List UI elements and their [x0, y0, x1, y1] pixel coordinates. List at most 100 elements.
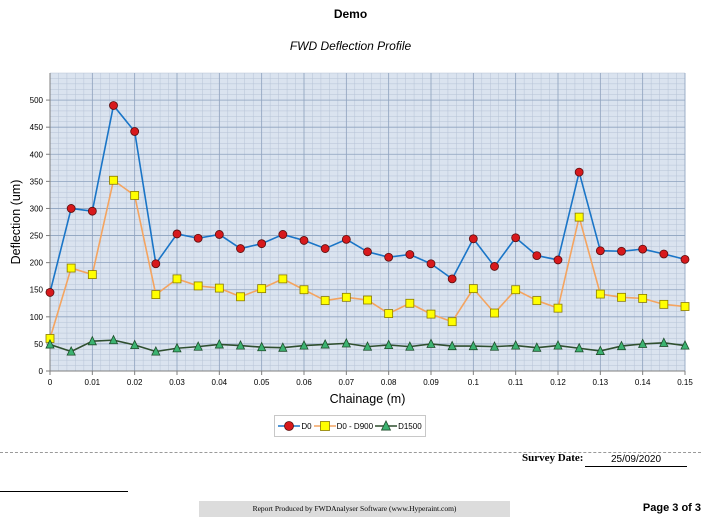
data-point-d0	[680, 254, 690, 264]
data-point-d0-d900	[236, 292, 245, 302]
y-tick-label: 150	[30, 286, 44, 295]
x-tick-label: 0.08	[381, 378, 397, 387]
data-point-d1500	[489, 341, 500, 351]
data-point-d0	[172, 229, 182, 239]
data-point-d1500	[680, 340, 690, 350]
data-point-d0	[45, 288, 55, 297]
data-point-d1500	[151, 345, 161, 356]
data-point-d1500	[426, 338, 436, 348]
data-point-d0-d900	[426, 309, 436, 319]
data-point-d0-d900	[278, 274, 288, 284]
data-point-d0	[574, 167, 584, 177]
data-point-d0-d900	[172, 274, 182, 284]
legend-marker	[319, 421, 330, 431]
data-point-d0-d900	[617, 292, 626, 302]
data-point-d0-d900	[384, 309, 394, 318]
data-point-d0	[426, 259, 436, 269]
major-grid	[49, 73, 686, 372]
data-point-d0	[595, 246, 605, 256]
data-point-d1500	[87, 335, 97, 346]
data-point-d1500	[574, 342, 584, 353]
y-tick-label: 250	[30, 232, 44, 241]
data-point-d0	[320, 244, 330, 253]
data-point-d1500	[384, 339, 394, 349]
report-produced-by: Report Produced by FWDAnalyser Software …	[199, 501, 510, 517]
legend-label: D0 - D900	[336, 421, 374, 431]
data-point-d0	[109, 101, 118, 110]
data-point-d0	[257, 239, 267, 249]
data-point-d0	[511, 233, 521, 243]
x-tick-label: 0.05	[254, 378, 270, 387]
x-tick-label: 0.13	[593, 378, 609, 387]
data-point-d0	[468, 234, 478, 244]
data-point-d1500	[638, 338, 648, 348]
x-tick-label: 0.03	[169, 378, 185, 387]
x-tick-label: 0	[48, 378, 53, 387]
data-point-d1500	[278, 342, 288, 352]
data-point-d0	[130, 127, 140, 136]
data-point-d0	[299, 236, 309, 245]
data-point-d0-d900	[214, 283, 224, 293]
data-point-d0-d900	[151, 290, 161, 300]
survey-date-label: Survey Date:	[522, 452, 584, 464]
data-point-d1500	[45, 338, 55, 349]
y-tick-label: 350	[30, 177, 44, 186]
data-point-d0-d900	[87, 270, 97, 279]
x-tick-label: 0.15	[677, 378, 693, 387]
data-point-d0	[638, 244, 648, 254]
data-point-d0-d900	[66, 263, 76, 273]
data-point-d1500	[468, 340, 478, 351]
data-point-d1500	[405, 341, 415, 351]
series-markers-d1500	[45, 334, 690, 356]
axis-ticks: 0 0.01 0.02 0.03 0.04 0.05 0.06 0.07 0.08 0.09 0.1…	[30, 96, 694, 387]
data-point-d0	[447, 274, 457, 284]
y-tick-label: 50	[34, 340, 43, 349]
data-point-d1500	[659, 337, 669, 347]
data-point-d1500	[130, 339, 140, 349]
data-point-d1500	[214, 338, 224, 349]
page-number: Page 3 of 3	[642, 502, 701, 514]
data-point-d0	[193, 233, 203, 243]
data-point-d1500	[532, 342, 542, 352]
x-tick-label: 0.07	[339, 378, 355, 387]
data-point-d0	[659, 249, 669, 259]
data-point-d1500	[362, 341, 373, 351]
data-point-d0	[553, 255, 563, 265]
data-point-d0	[341, 234, 351, 244]
data-point-d1500	[193, 341, 203, 351]
data-point-d0-d900	[109, 175, 118, 185]
data-point-d0-d900	[490, 308, 499, 318]
data-point-d0	[363, 247, 372, 257]
data-point-d0	[214, 230, 224, 239]
data-point-d0-d900	[659, 299, 669, 309]
data-point-d0	[66, 204, 76, 213]
separator-line	[0, 452, 701, 453]
data-point-d0-d900	[447, 317, 457, 327]
y-tick-label: 200	[30, 259, 44, 268]
data-point-d0-d900	[638, 293, 648, 303]
data-point-d0-d900	[130, 191, 140, 200]
x-tick-label: 0.14	[635, 378, 651, 387]
legend-swatch-d0	[278, 421, 301, 431]
data-point-d1500	[66, 345, 76, 356]
legend-item-d0-d900: D0 - D900	[313, 420, 374, 432]
plot-area	[50, 73, 685, 371]
data-point-d1500	[595, 345, 605, 355]
data-point-d1500	[257, 341, 267, 352]
x-tick-label: 0.02	[127, 378, 143, 387]
data-point-d1500	[616, 340, 627, 351]
legend-item-d1500: D1500	[375, 420, 422, 432]
data-point-d0-d900	[680, 302, 690, 311]
x-tick-label: 0.1	[468, 378, 480, 387]
data-point-d1500	[108, 334, 119, 345]
data-point-d0-d900	[299, 285, 309, 295]
data-point-d0-d900	[574, 212, 584, 222]
report-title: Demo	[333, 7, 368, 21]
data-point-d0	[236, 244, 245, 253]
data-point-d0-d900	[532, 296, 542, 305]
legend-marker	[380, 420, 392, 431]
data-point-d1500	[299, 340, 309, 350]
y-tick-label: 300	[30, 204, 44, 213]
legend-item-d0: D0	[278, 420, 312, 432]
data-point-d1500	[341, 337, 351, 348]
